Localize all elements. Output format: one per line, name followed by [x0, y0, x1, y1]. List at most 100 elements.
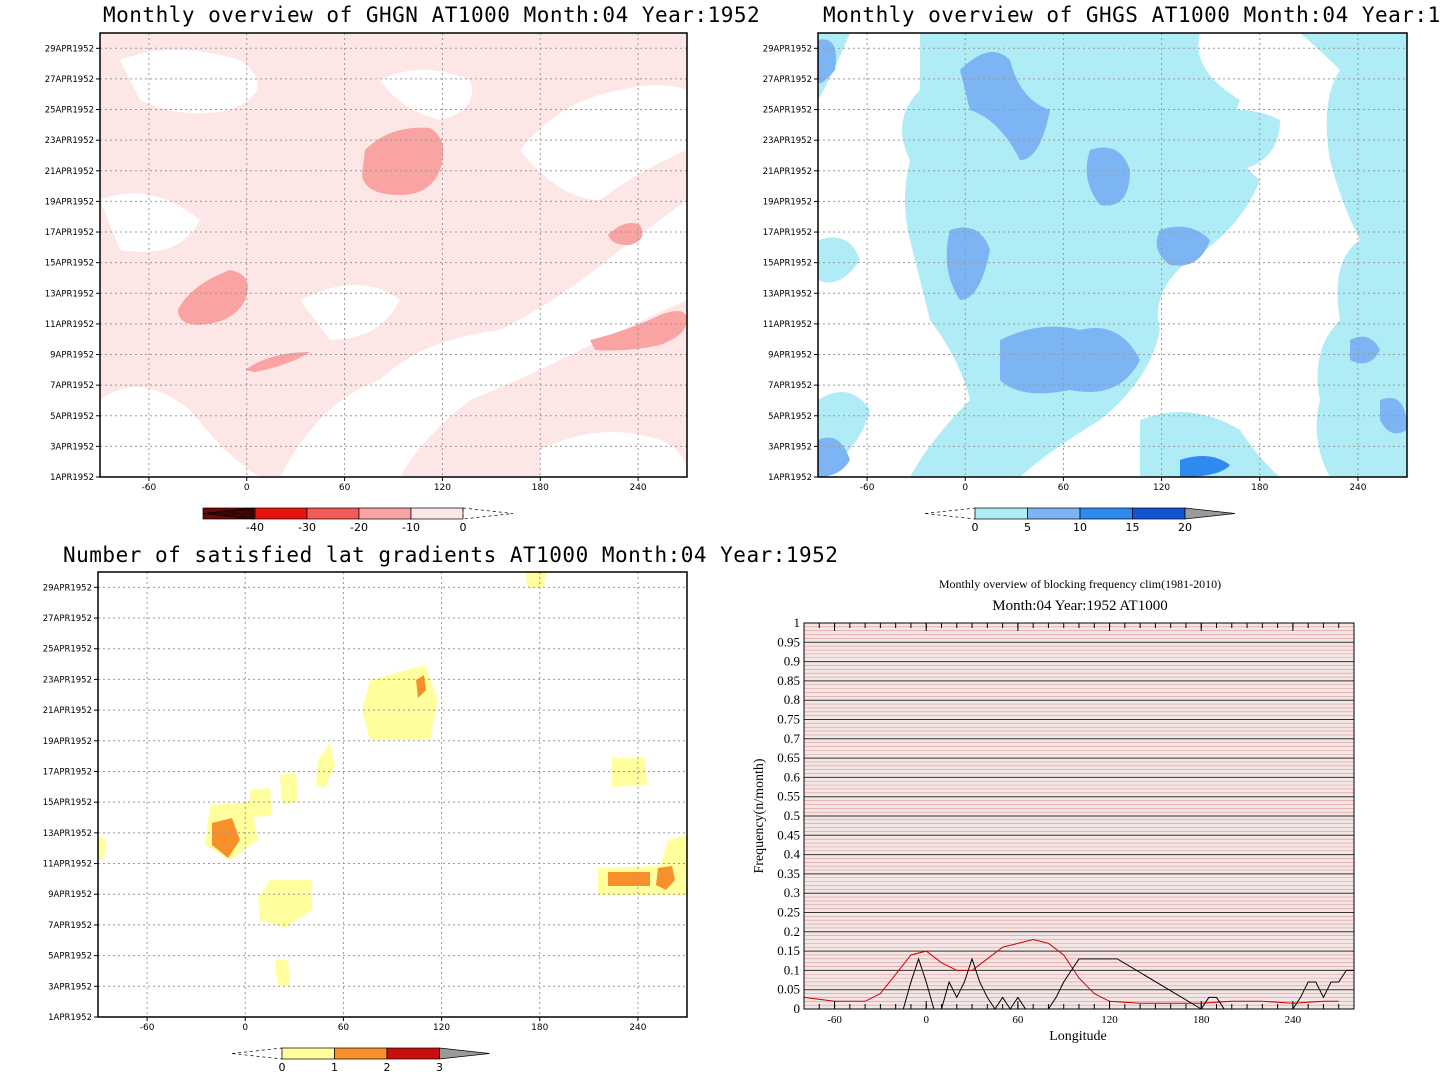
colorbar-segment	[410, 507, 464, 520]
ghgs-chart: -60 0 60 120 180 240 1APR1952 3APR1952 5APR1952 7…	[763, 32, 1408, 534]
y-tick-label: 13APR1952	[45, 289, 94, 299]
y-tick-label: 0.1	[784, 962, 800, 977]
colorbar-arrow	[924, 507, 976, 520]
colorbar-label: -30	[298, 521, 316, 534]
x-tick-label: 240	[1285, 1014, 1302, 1026]
y-tick-label: 0.65	[777, 750, 800, 765]
y-tick-label: 0.7	[784, 731, 801, 746]
colorbar-segment	[1027, 507, 1081, 520]
y-tick-label: 0.85	[777, 673, 800, 688]
colorbar-label: 3	[436, 1061, 443, 1074]
x-tick-label: 60	[339, 483, 351, 493]
y-tick-label: 11APR1952	[763, 320, 812, 330]
x-tick-label: -60	[140, 1023, 155, 1033]
y-tick-label: 19APR1952	[763, 197, 812, 207]
y-tick-label: 0.35	[777, 866, 800, 881]
y-tick-label: 9APR1952	[48, 890, 92, 900]
colorbar-arrow	[202, 507, 254, 520]
y-tick-label: 23APR1952	[43, 675, 92, 685]
x-tick-label: 240	[629, 1023, 646, 1033]
y-tick-label: 5APR1952	[50, 412, 94, 422]
y-tick-label: 0.9	[784, 654, 800, 669]
x-tick-label: -60	[142, 483, 157, 493]
y-tick-label: 15APR1952	[43, 798, 92, 808]
y-tick-label: 0.25	[777, 905, 800, 920]
y-tick-label: 17APR1952	[45, 228, 94, 238]
y-tick-label: 0.95	[777, 634, 800, 649]
y-tick-label: 7APR1952	[50, 381, 94, 391]
x-tick-label: 180	[531, 1023, 548, 1033]
x-tick-label: 60	[338, 1023, 350, 1033]
x-tick-label: 240	[629, 483, 646, 493]
x-tick-label: 120	[1101, 1014, 1118, 1026]
x-tick-label: 180	[1193, 1014, 1210, 1026]
panel-ghgs: Monthly overview of GHGS AT1000 Month:04…	[720, 0, 1440, 545]
x-tick-label: 0	[242, 1023, 248, 1033]
y-tick-label: 25APR1952	[763, 106, 812, 116]
y-tick-label: 0.55	[777, 789, 800, 804]
x-tick-label: 0	[962, 483, 968, 493]
y-tick-label: 0	[794, 1001, 801, 1016]
y-tick-label: 17APR1952	[43, 767, 92, 777]
y-tick-label: 9APR1952	[50, 351, 94, 361]
colorbar-segment	[254, 507, 308, 520]
y-tick-label: 13APR1952	[763, 289, 812, 299]
y-tick-label: 23APR1952	[45, 136, 94, 146]
y-tick-label: 1APR1952	[768, 473, 812, 483]
y-tick-label: 29APR1952	[45, 44, 94, 54]
colorbar-label: 5	[1024, 521, 1031, 534]
x-tick-label: -60	[827, 1014, 842, 1026]
x-tick-label: -60	[860, 483, 875, 493]
y-tick-label: 1APR1952	[48, 1013, 92, 1023]
colorbar-label: 0	[460, 521, 467, 534]
y-tick-label: 23APR1952	[763, 136, 812, 146]
y-tick-label: 5APR1952	[768, 412, 812, 422]
y-tick-label: 7APR1952	[768, 381, 812, 391]
y-tick-label: 15APR1952	[45, 259, 94, 269]
y-tick-label: 0.8	[784, 692, 800, 707]
colorbar-segment	[306, 507, 360, 520]
colorbar-segment	[386, 1047, 440, 1060]
colorbar-label: 0	[279, 1061, 286, 1074]
colorbar-segment	[974, 507, 1028, 520]
colorbar-label: -10	[402, 521, 420, 534]
x-tick-label: 60	[1012, 1014, 1024, 1026]
panel-title: Monthly overview of GHGN AT1000 Month:04…	[103, 3, 761, 27]
x-axis-label: Longitude	[1049, 1029, 1107, 1044]
y-tick-label: 3APR1952	[768, 442, 812, 452]
colorbar-segment	[1079, 507, 1133, 520]
colorbar-segment	[1132, 507, 1186, 520]
y-tick-label: 27APR1952	[763, 75, 812, 85]
y-tick-label: 0.4	[784, 847, 801, 862]
colorbar-label: 10	[1073, 521, 1087, 534]
y-tick-label: 3APR1952	[50, 442, 94, 452]
ghgn-chart: -60 0 60 120 180 240 1APR1952 3APR1952 5APR1952 7…	[45, 32, 688, 534]
panel-lat-gradients: Number of satisfied lat gradients AT1000…	[0, 540, 838, 1091]
chart-subtitle: Month:04 Year:1952 AT1000	[992, 598, 1168, 614]
y-tick-label: 27APR1952	[43, 614, 92, 624]
colorbar-label: -20	[350, 521, 368, 534]
panel-title: Number of satisfied lat gradients AT1000…	[63, 543, 839, 567]
chart-title: Monthly overview of blocking frequency c…	[938, 577, 1222, 591]
y-tick-label: 9APR1952	[768, 351, 812, 361]
colorbar-label: -40	[246, 521, 264, 534]
y-tick-label: 11APR1952	[45, 320, 94, 330]
colorbar-segment	[358, 507, 412, 520]
panel-title: Monthly overview of GHGS AT1000 Month:04…	[823, 3, 1440, 27]
lat-gradients-chart: -60 0 60 120 180 2401APR19523APR19525APR19527…	[43, 571, 688, 1074]
colorbar-label: 1	[331, 1061, 338, 1074]
x-tick-label: 180	[1251, 483, 1268, 493]
y-tick-label: 29APR1952	[43, 583, 92, 593]
panel-ghgn: Monthly overview of GHGN AT1000 Month:04…	[0, 0, 760, 545]
y-tick-label: 1APR1952	[50, 473, 94, 483]
series-line-red	[803, 939, 1339, 1004]
y-tick-label: 7APR1952	[48, 921, 92, 931]
colorbar-arrow	[231, 1047, 283, 1060]
y-tick-label: 13APR1952	[43, 829, 92, 839]
x-tick-label: 240	[1349, 483, 1366, 493]
x-tick-label: 120	[433, 1023, 450, 1033]
y-tick-label: 0.6	[784, 769, 801, 784]
colorbar-label: 15	[1126, 521, 1140, 534]
y-tick-label: 1	[794, 615, 801, 630]
y-tick-label: 25APR1952	[43, 645, 92, 655]
